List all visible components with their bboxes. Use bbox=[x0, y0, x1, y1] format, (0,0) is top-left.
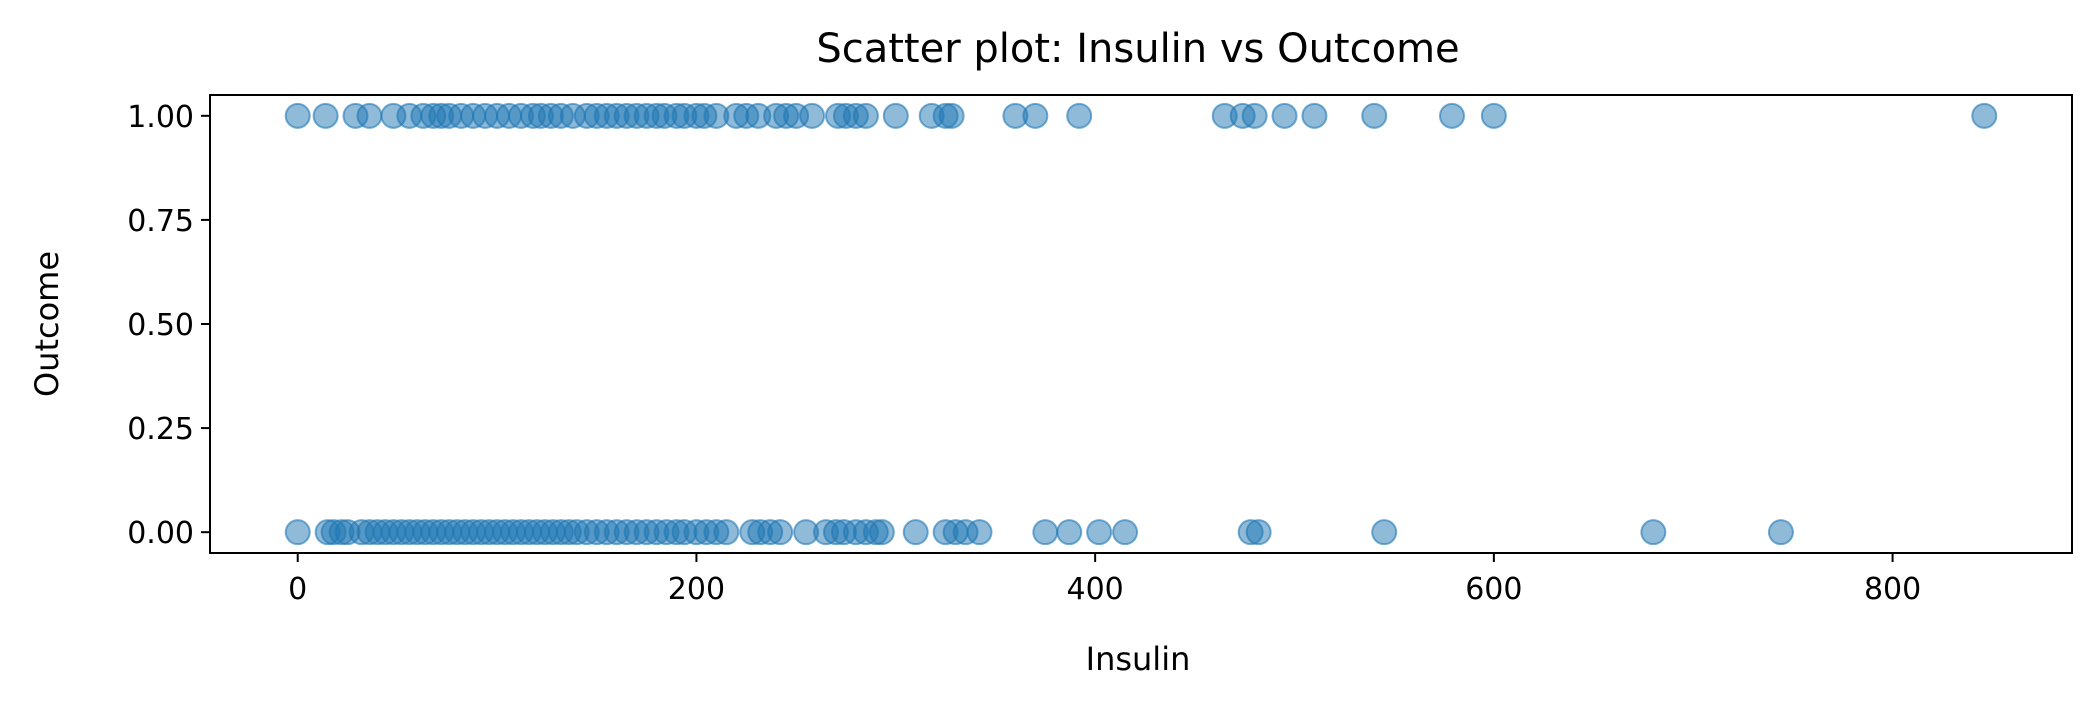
scatter-point bbox=[868, 519, 895, 546]
x-tick-label: 800 bbox=[1864, 572, 1921, 607]
y-tick-label: 0.75 bbox=[127, 204, 194, 239]
scatter-point bbox=[902, 519, 929, 546]
scatter-point bbox=[1361, 102, 1388, 129]
scatter-point bbox=[284, 102, 311, 129]
scatter-point bbox=[852, 102, 879, 129]
scatter-point bbox=[1022, 102, 1049, 129]
scatter-point bbox=[1271, 102, 1298, 129]
y-tick-label: 0.00 bbox=[127, 516, 194, 551]
scatter-point bbox=[1241, 102, 1268, 129]
scatter-point bbox=[1767, 519, 1794, 546]
scatter-point bbox=[1056, 519, 1083, 546]
x-tick-label: 600 bbox=[1465, 572, 1522, 607]
x-tick-label: 400 bbox=[1067, 572, 1124, 607]
y-axis-label: Outcome bbox=[28, 251, 66, 397]
x-tick-label: 0 bbox=[288, 572, 307, 607]
scatter-point bbox=[284, 519, 311, 546]
scatter-point bbox=[713, 519, 740, 546]
scatter-point bbox=[1640, 519, 1667, 546]
x-axis-label: Insulin bbox=[1086, 640, 1191, 678]
scatter-point bbox=[356, 102, 383, 129]
y-tick-label: 1.00 bbox=[127, 100, 194, 135]
scatter-point bbox=[1438, 102, 1465, 129]
scatter-point bbox=[1971, 102, 1998, 129]
scatter-point bbox=[882, 102, 909, 129]
scatter-point bbox=[312, 102, 339, 129]
scatter-point bbox=[1032, 519, 1059, 546]
scatter-point bbox=[767, 519, 794, 546]
scatter-point bbox=[938, 102, 965, 129]
scatter-points bbox=[284, 102, 1998, 546]
y-tick-label: 0.50 bbox=[127, 308, 194, 343]
x-axis-ticks: 0 200 400 600 800 bbox=[288, 553, 1921, 607]
scatter-point bbox=[1371, 519, 1398, 546]
scatter-point bbox=[1245, 519, 1272, 546]
scatter-point bbox=[966, 519, 993, 546]
scatter-point bbox=[799, 102, 826, 129]
scatter-point bbox=[1086, 519, 1113, 546]
x-tick-label: 200 bbox=[668, 572, 725, 607]
scatter-point bbox=[1480, 102, 1507, 129]
y-tick-label: 0.25 bbox=[127, 412, 194, 447]
scatter-point bbox=[1301, 102, 1328, 129]
y-axis-ticks: 0.00 0.25 0.50 0.75 1.00 bbox=[127, 100, 210, 551]
scatter-point bbox=[1066, 102, 1093, 129]
chart-title: Scatter plot: Insulin vs Outcome bbox=[816, 26, 1459, 72]
plot-area-frame bbox=[209, 94, 2073, 554]
scatter-point bbox=[1112, 519, 1139, 546]
